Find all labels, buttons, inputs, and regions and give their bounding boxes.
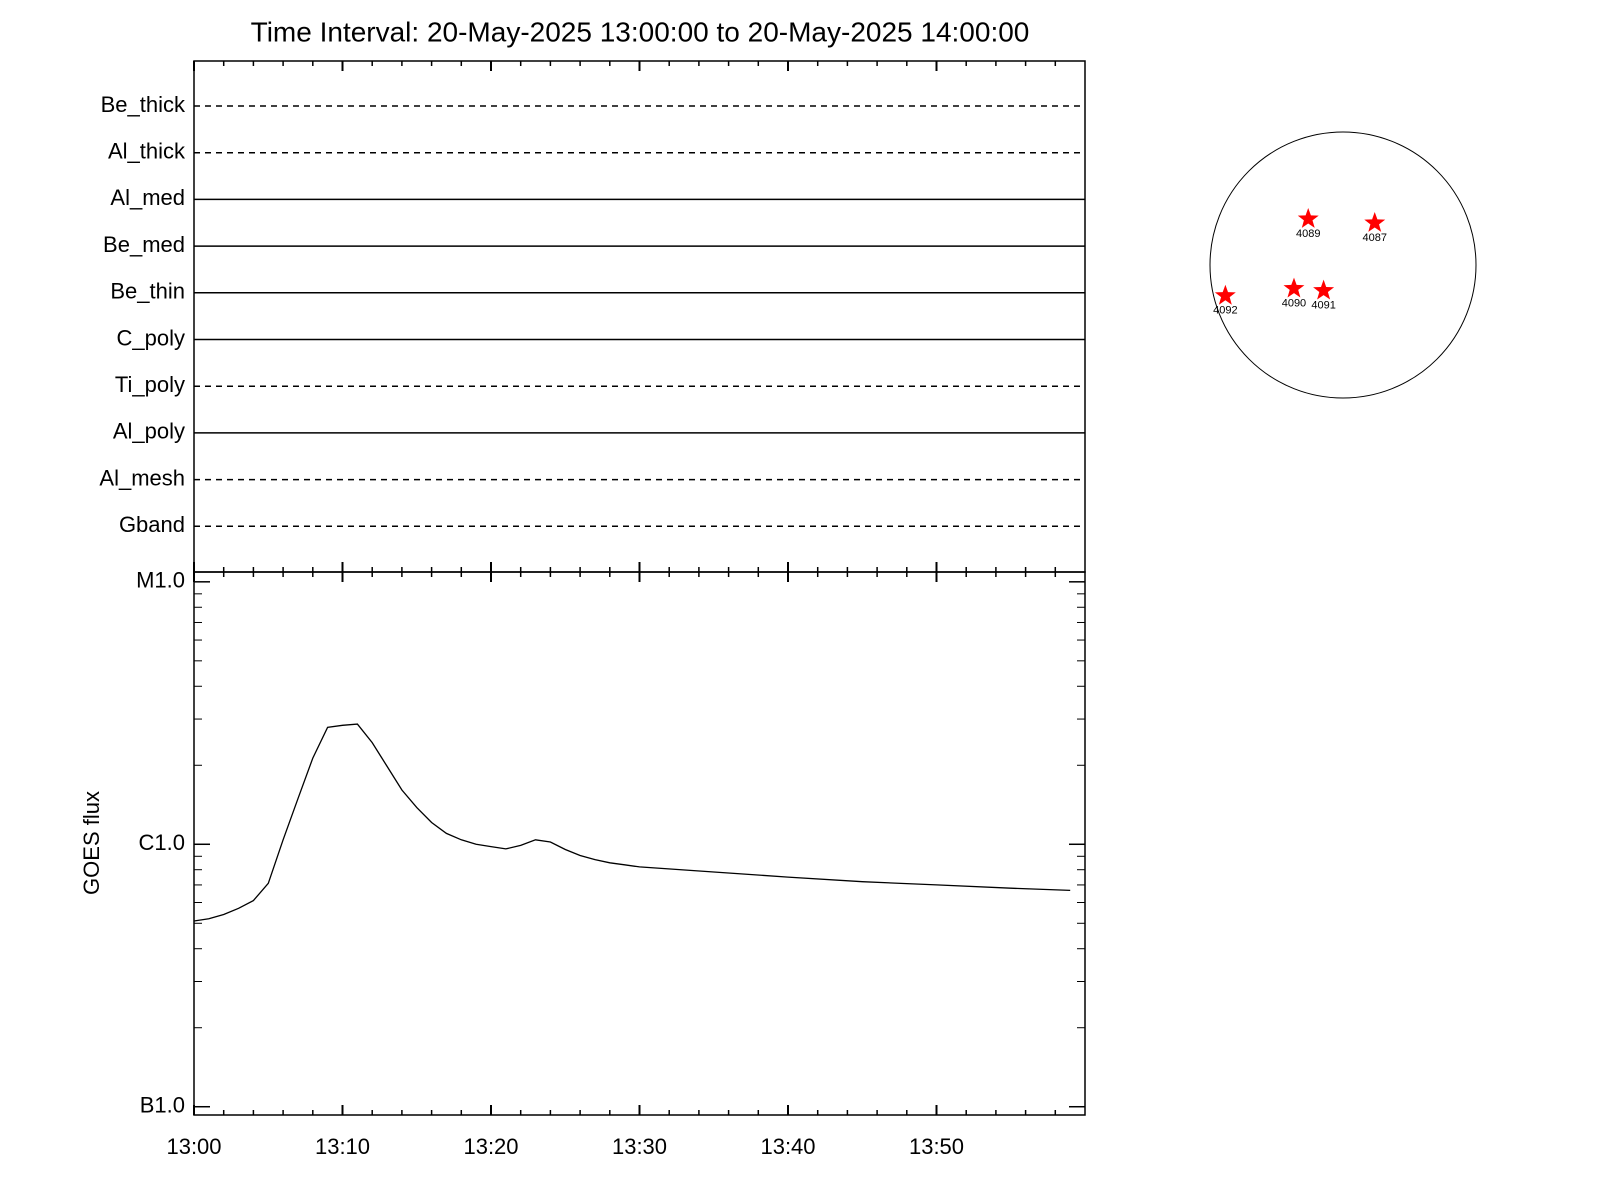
y-tick-label: C1.0 — [139, 830, 185, 855]
filter-label: Al_mesh — [99, 465, 185, 490]
y-tick-label: B1.0 — [140, 1093, 185, 1118]
filter-label: Be_thick — [101, 92, 186, 117]
solar-disk — [1209, 131, 1477, 399]
x-tick-label: 13:40 — [760, 1134, 815, 1159]
region-marker — [1214, 284, 1236, 305]
x-tick-label: 13:50 — [909, 1134, 964, 1159]
region-label: 4092 — [1213, 305, 1237, 317]
y-tick-label: M1.0 — [136, 568, 185, 593]
region-marker — [1364, 212, 1386, 232]
filter-label: Al_thick — [108, 139, 186, 164]
filter-label: Al_poly — [113, 419, 185, 444]
region-label: 4091 — [1311, 300, 1335, 312]
chart-title: Time Interval: 20-May-2025 13:00:00 to 2… — [251, 16, 1030, 47]
timeline-frame — [193, 60, 1086, 573]
region-label: 4090 — [1282, 297, 1306, 309]
x-tick-label: 13:30 — [612, 1134, 667, 1159]
goes-frame — [193, 571, 1086, 1116]
x-tick-label: 13:20 — [463, 1134, 518, 1159]
region-marker — [1297, 208, 1319, 228]
x-tick-label: 13:10 — [315, 1134, 370, 1159]
region-label: 4089 — [1296, 228, 1320, 240]
y-axis-label: GOES flux — [79, 791, 104, 895]
filter-label: Ti_poly — [115, 372, 185, 397]
x-tick-label: 13:00 — [166, 1134, 221, 1159]
filter-label: C_poly — [117, 325, 185, 350]
region-marker — [1283, 277, 1305, 298]
filter-label: Al_med — [110, 185, 185, 210]
region-marker — [1313, 279, 1335, 300]
filter-label: Gband — [119, 512, 185, 537]
region-label: 4087 — [1362, 232, 1386, 244]
goes-line — [193, 723, 1071, 922]
filter-label: Be_med — [103, 232, 185, 257]
filter-label: Be_thin — [110, 279, 185, 304]
